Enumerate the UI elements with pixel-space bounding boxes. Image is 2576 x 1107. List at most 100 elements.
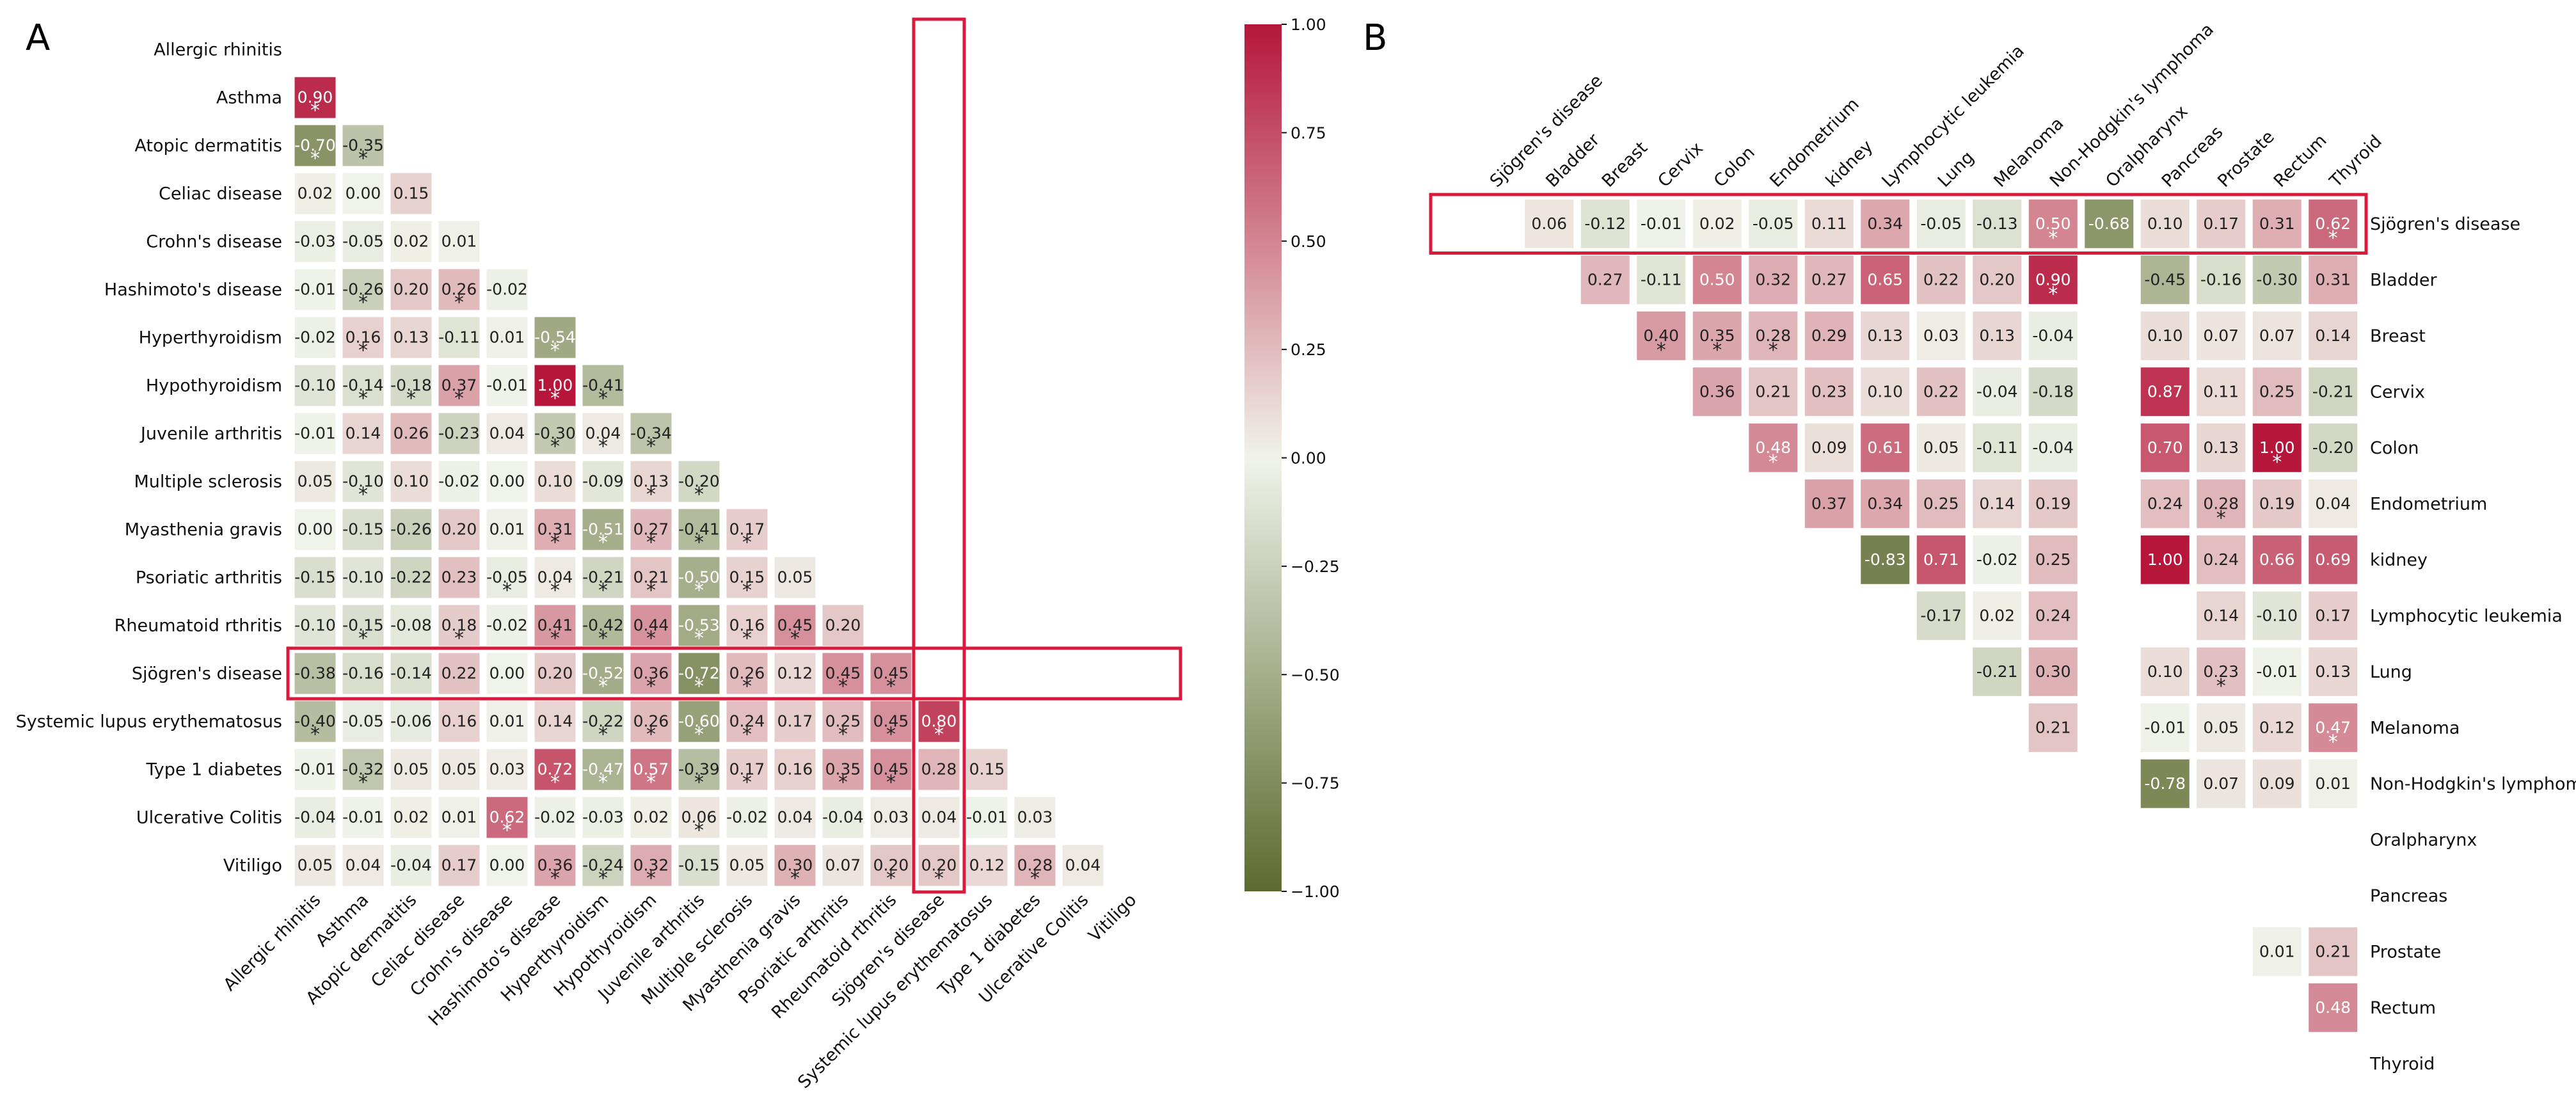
b-cell [1916,535,1966,584]
b-cell-value: -0.45 [2144,270,2186,289]
a-cell [678,557,720,598]
a-cell-value: -0.04 [822,808,864,827]
a-cell [486,509,528,550]
b-cell-value: 0.04 [2315,494,2351,513]
a-cell [438,701,480,742]
a-significance-star: * [886,772,896,794]
b-cell [1804,255,1854,305]
a-row-label: Multiple sclerosis [134,472,282,492]
b-cell-value: 0.13 [1979,326,2015,345]
a-cell-value: -0.05 [342,712,384,731]
a-cell-value: 0.13 [633,472,669,491]
b-row-label: Non-Hodgkin's lymphoma [2370,774,2576,794]
b-cell-value: 0.20 [1979,270,2015,289]
a-cell-value: -0.22 [390,568,432,587]
a-cell [342,413,384,454]
a-significance-star: * [502,580,512,602]
a-row-label: Sjögren's disease [132,664,282,684]
a-cell [294,77,336,118]
b-cell [2197,759,2246,808]
a-cell-value: 0.01 [441,232,477,251]
b-cell [2140,759,2190,808]
b-cell [2309,535,2358,584]
b-cell-value: 0.25 [2259,382,2295,401]
b-cell [2197,367,2246,417]
a-cell-value: -0.01 [966,808,1008,827]
a-cell [438,557,480,598]
b-cell [2309,927,2358,976]
a-cell [390,605,432,646]
b-cell [2309,591,2358,641]
b-cell-value: 0.23 [2203,662,2239,681]
b-cell [2028,311,2078,360]
b-cell [1916,199,1966,248]
b-cell [1861,199,1910,248]
a-significance-star: * [598,676,608,698]
a-cell-value: -0.15 [342,616,384,635]
b-cell [1916,367,1966,417]
a-row-label: Psoriatic arthritis [136,568,282,588]
b-significance-star: * [2048,227,2058,250]
a-cell [390,221,432,262]
b-cell-value: -0.13 [1976,214,2018,233]
a-cell [630,845,672,886]
b-cell [1692,311,1742,360]
a-cell-value: -0.50 [678,568,720,587]
b-cell [1861,423,1910,472]
b-significance-star: * [1657,339,1666,362]
a-cell-value: 0.15 [394,184,429,203]
colorbar: 1.00 0.75 0.50 0.25 0.00 −0.25 −0.50 −0.75 −1.00 [1244,15,1340,901]
b-cell-value: 0.17 [2203,214,2239,233]
b-cell-value: 0.10 [1867,382,1903,401]
a-cell-value: -0.02 [726,808,768,827]
b-cell-value: -0.21 [2312,382,2354,401]
a-cell-value: 0.23 [441,568,477,587]
a-cell [534,317,576,358]
b-cell [2197,591,2246,641]
b-cell [1973,255,2022,305]
a-cell-value: 0.13 [394,328,429,347]
b-cell-value: 0.03 [1923,326,1959,345]
a-cell [630,413,672,454]
b-cell-value: -0.02 [1976,550,2018,569]
a-significance-star: * [550,388,560,410]
b-cell-value: 1.00 [2147,550,2183,569]
b-cell-value: 0.09 [1811,438,1847,457]
a-row-label: Allergic rhinitis [154,40,282,60]
a-cell-value: 0.36 [537,856,573,875]
b-cell [1804,423,1854,472]
b-cell-value: 0.14 [2315,326,2351,345]
a-cell [438,509,480,550]
a-cell-value: -0.32 [342,760,384,779]
b-cell [1973,535,2022,584]
b-cell [2252,199,2302,248]
colorbar-tick-label: −0.50 [1291,665,1340,684]
a-cell-value: 0.26 [633,712,669,731]
a-cell-value: 0.00 [489,472,525,491]
b-cell-value: 0.24 [2203,550,2239,569]
a-significance-star: * [550,772,560,794]
a-cell [630,653,672,694]
a-cell-value: 0.05 [298,856,333,875]
a-significance-star: * [1030,868,1040,890]
b-cell [2028,367,2078,417]
a-cell [534,845,576,886]
a-cell [630,461,672,502]
b-cell [1580,255,1630,305]
b-cell [1804,311,1854,360]
b-cell [1916,423,1966,472]
b-cell [2252,255,2302,305]
a-cell-value: -0.01 [294,760,336,779]
a-cell-value: 0.00 [489,856,525,875]
b-cell [1749,199,1798,248]
a-cell-value: -0.47 [582,760,624,779]
a-cell [486,365,528,406]
b-cell-value: 0.21 [2035,718,2071,737]
a-cell [390,413,432,454]
a-row-label: Atopic dermatitis [134,136,282,156]
b-cell [2028,255,2078,305]
b-cell-value: 0.11 [1811,214,1847,233]
a-cell [438,461,480,502]
a-row-label: Rheumatoid rthritis [115,616,282,636]
a-cell [1014,845,1056,886]
